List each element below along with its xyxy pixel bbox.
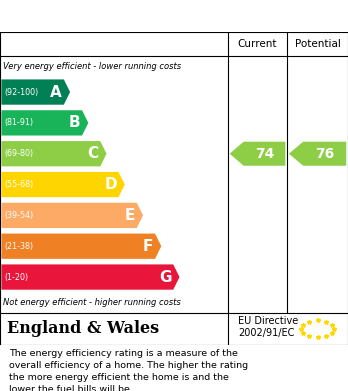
Text: 74: 74: [255, 147, 274, 161]
Text: 76: 76: [315, 147, 334, 161]
Text: Energy Efficiency Rating: Energy Efficiency Rating: [9, 9, 230, 23]
Text: E: E: [125, 208, 135, 223]
Text: Very energy efficient - lower running costs: Very energy efficient - lower running co…: [3, 62, 182, 71]
Text: C: C: [87, 146, 98, 161]
Text: F: F: [143, 239, 153, 254]
Polygon shape: [1, 264, 180, 290]
Text: (39-54): (39-54): [4, 211, 33, 220]
Text: (55-68): (55-68): [4, 180, 33, 189]
Polygon shape: [1, 203, 143, 228]
Polygon shape: [1, 141, 106, 166]
Text: G: G: [159, 269, 172, 285]
Text: (21-38): (21-38): [4, 242, 33, 251]
Polygon shape: [1, 172, 125, 197]
Text: (81-91): (81-91): [4, 118, 33, 127]
Text: EU Directive
2002/91/EC: EU Directive 2002/91/EC: [238, 316, 299, 339]
Text: (92-100): (92-100): [4, 88, 38, 97]
Polygon shape: [1, 110, 88, 136]
Polygon shape: [1, 79, 70, 105]
Text: (1-20): (1-20): [4, 273, 28, 282]
Text: The energy efficiency rating is a measure of the
overall efficiency of a home. T: The energy efficiency rating is a measur…: [9, 348, 248, 391]
Polygon shape: [230, 142, 285, 166]
Text: Current: Current: [238, 39, 277, 49]
Polygon shape: [289, 142, 346, 166]
Text: D: D: [104, 177, 117, 192]
Text: Not energy efficient - higher running costs: Not energy efficient - higher running co…: [3, 298, 181, 307]
Text: England & Wales: England & Wales: [7, 320, 159, 337]
Text: B: B: [69, 115, 80, 130]
Text: A: A: [50, 84, 62, 100]
Text: (69-80): (69-80): [4, 149, 33, 158]
Text: Potential: Potential: [295, 39, 340, 49]
Polygon shape: [1, 233, 161, 259]
